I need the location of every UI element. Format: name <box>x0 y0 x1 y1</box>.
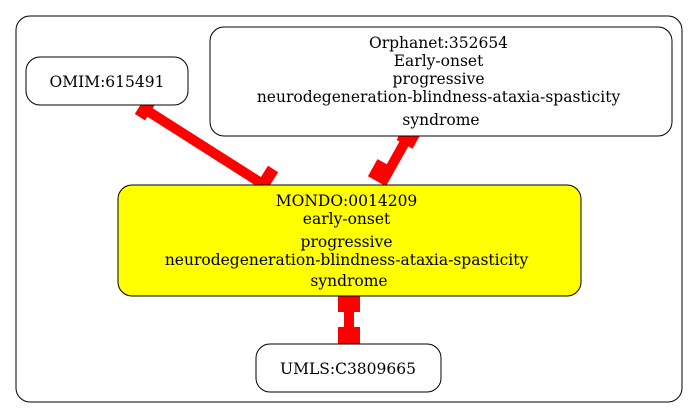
node-orphanet-352654: Orphanet:352654 Early-onset progressive … <box>209 26 673 137</box>
node-label-line: progressive <box>301 233 393 251</box>
node-umls-c3809665: UMLS:C3809665 <box>255 343 442 393</box>
node-label-line: Early-onset <box>394 52 484 70</box>
node-label: Orphanet:352654 Early-onset progressive … <box>257 34 625 129</box>
node-box <box>255 343 442 393</box>
node-label-line: syndrome <box>310 272 387 290</box>
node-label-line: OMIM:615491 <box>50 73 165 91</box>
node-mondo-0014209: MONDO:0014209 early-onset progressive ne… <box>117 184 582 297</box>
node-label-line: progressive <box>393 70 485 88</box>
node-label-line: neurodegeneration-blindness-ataxia-spast… <box>165 251 529 269</box>
edge-endpoint-box <box>367 159 394 185</box>
node-box <box>209 26 673 137</box>
node-label-line: early-onset <box>303 210 391 228</box>
node-box <box>25 56 189 106</box>
node-label: MONDO:0014209 early-onset progressive ne… <box>165 192 533 290</box>
node-label-line: syndrome <box>402 111 479 129</box>
cluster-boundary <box>15 15 683 403</box>
node-label-line: MONDO:0014209 <box>276 192 418 210</box>
node-label: UMLS:C3809665 <box>280 360 416 378</box>
node-box <box>117 184 582 297</box>
node-label: OMIM:615491 <box>50 73 165 91</box>
node-omim-615491: OMIM:615491 <box>25 56 189 106</box>
node-label-line: UMLS:C3809665 <box>280 360 416 378</box>
edge-mondo-umls <box>338 291 360 348</box>
node-label-line: neurodegeneration-blindness-ataxia-spast… <box>257 88 621 106</box>
edge-line <box>140 103 264 188</box>
node-label-line: Orphanet:352654 <box>369 34 508 52</box>
edge-endpoint-box <box>338 327 360 348</box>
